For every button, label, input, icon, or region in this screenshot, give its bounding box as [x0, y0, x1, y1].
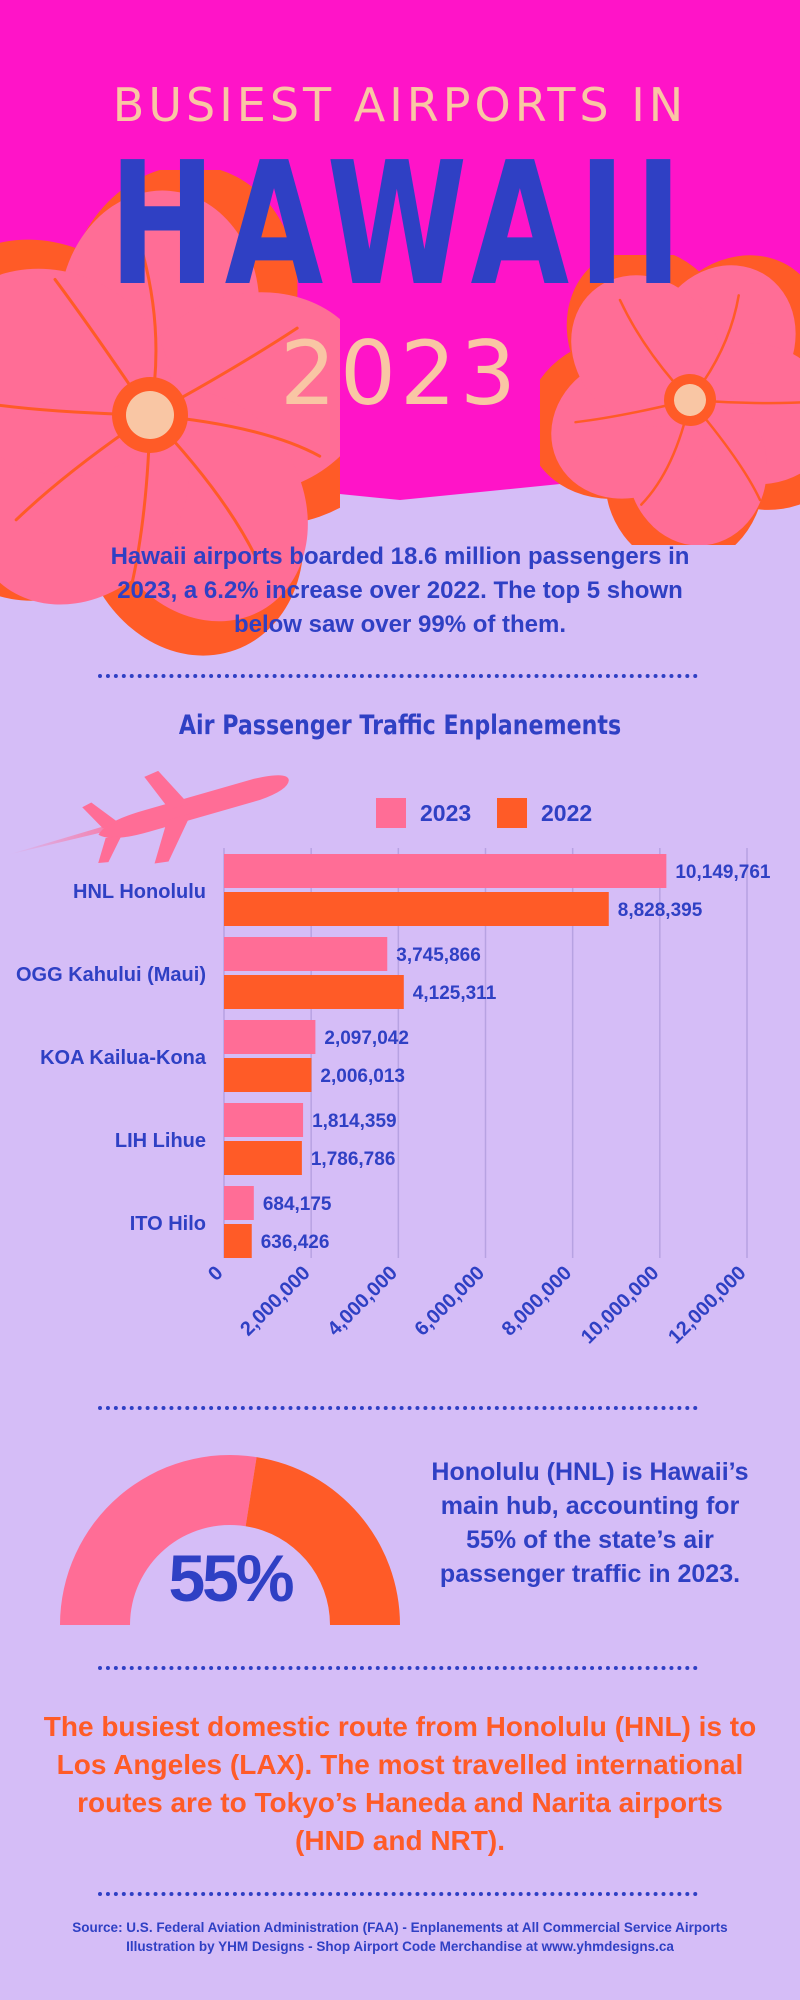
header-subtitle: BUSIEST AIRPORTS IN [112, 78, 688, 132]
hibiscus-flower-left [0, 170, 340, 656]
legend-swatch-2022 [497, 798, 527, 828]
divider [98, 1406, 698, 1410]
bar-2022 [224, 1058, 312, 1092]
bar-2023 [224, 1186, 254, 1220]
legend-item-2022: 2022 [497, 798, 592, 828]
data-label: 3,745,866 [396, 945, 481, 966]
category-label: LIH Lihue [115, 1130, 206, 1152]
data-label: 10,149,761 [675, 862, 771, 883]
bar-2023 [224, 937, 388, 971]
data-label: 1,814,359 [312, 1111, 397, 1132]
data-label: 636,426 [261, 1232, 330, 1253]
bar-2023 [224, 1103, 304, 1137]
footer: Source: U.S. Federal Aviation Administra… [0, 1918, 800, 1956]
gauge-chart [60, 1455, 400, 1625]
tick-label: 12,000,000 [664, 1262, 750, 1348]
divider [98, 1892, 698, 1896]
category-label: OGG Kahului (Maui) [16, 964, 206, 986]
legend-swatch-2023 [376, 798, 406, 828]
data-label: 8,828,395 [618, 900, 703, 921]
gauge-segment-hnl [60, 1455, 257, 1625]
category-label: HNL Honolulu [73, 881, 206, 903]
bar-chart: HNL Honolulu 10,149,761 8,828,395 OGG Kahul… [16, 848, 771, 1348]
data-label: 684,175 [263, 1194, 332, 1215]
category-label: KOA Kailua-Kona [40, 1047, 207, 1069]
gauge-segment-other [245, 1457, 400, 1625]
tick-label: 8,000,000 [498, 1262, 576, 1340]
tick-label: 6,000,000 [411, 1262, 489, 1340]
tick-label: 10,000,000 [577, 1262, 663, 1348]
hibiscus-flower-right [540, 255, 800, 545]
bar-2022 [224, 1141, 302, 1175]
header-year: 2023 [280, 322, 520, 425]
airplane-icon [7, 770, 289, 864]
category-label: ITO Hilo [130, 1213, 206, 1235]
divider [98, 1666, 698, 1670]
credit-text: Illustration by YHM Designs - Shop Airpo… [126, 1939, 674, 1954]
gauge-value: 55% [168, 1541, 294, 1615]
bar-2023 [224, 854, 667, 888]
data-label: 2,006,013 [320, 1066, 405, 1087]
legend-label-2023: 2023 [420, 799, 472, 826]
legend-label-2022: 2022 [541, 799, 593, 826]
tick-label: 2,000,000 [236, 1262, 314, 1340]
routes-text: The busiest domestic route from Honolulu… [43, 1711, 757, 1856]
legend-item-2023: 2023 [376, 798, 471, 828]
source-text: Source: U.S. Federal Aviation Administra… [72, 1920, 728, 1935]
tick-label: 4,000,000 [323, 1262, 401, 1340]
divider [98, 674, 698, 678]
bar-2022 [224, 892, 609, 926]
data-label: 4,125,311 [413, 983, 497, 1004]
header-title: HAWAII [108, 126, 692, 324]
data-label: 2,097,042 [324, 1028, 409, 1049]
bar-2022 [224, 1224, 252, 1258]
bar-2022 [224, 975, 404, 1009]
intro-text: Hawaii airports boarded 18.6 million pas… [110, 543, 690, 638]
tick-label: 0 [204, 1262, 227, 1285]
data-label: 1,786,786 [311, 1149, 396, 1170]
chart-title: Air Passenger Traffic Enplanements [178, 710, 622, 741]
bar-2023 [224, 1020, 316, 1054]
gauge-description: Honolulu (HNL) is Hawaii’s main hub, acc… [431, 1458, 749, 1588]
